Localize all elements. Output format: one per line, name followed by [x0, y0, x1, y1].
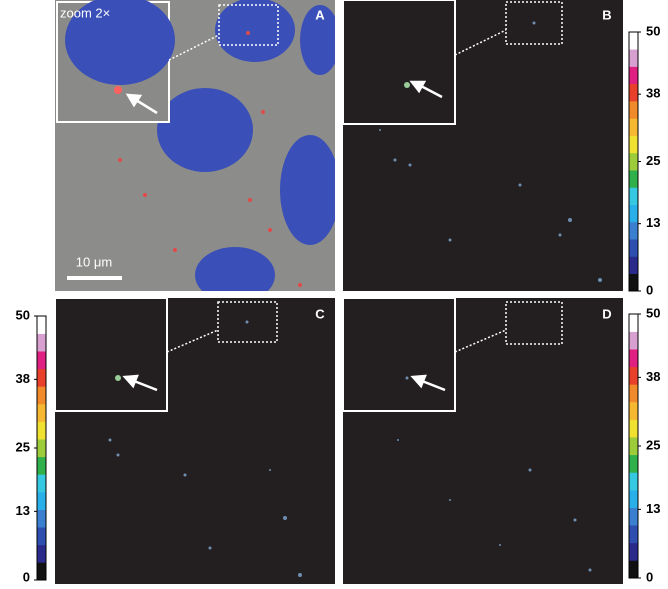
colorbar-segment [629, 205, 638, 223]
colorbar-segment [629, 256, 638, 274]
colorbar-segment [37, 404, 46, 422]
colorbar-tick-label: 0 [23, 569, 30, 584]
colorbar-segment [629, 490, 638, 508]
colorbar-segment [37, 369, 46, 387]
colorbar-segment [629, 49, 638, 67]
colorbar-segment [37, 316, 46, 334]
colorbar-segment [629, 118, 638, 136]
colorbar-tick-label: 13 [646, 215, 660, 230]
colorbar-segment [629, 349, 638, 367]
colorbar-segment [37, 510, 46, 528]
colorbar-segment [629, 402, 638, 420]
colorbar-segment [629, 136, 638, 154]
colorbar-segment [37, 562, 46, 580]
colorbar-tick-label: 50 [646, 23, 660, 38]
colorbar-tick-label: 0 [646, 282, 653, 297]
colorbar-segment [37, 334, 46, 352]
colorbar-segment [629, 508, 638, 526]
colorbar-tick-label: 25 [16, 439, 30, 454]
colorbar-segment [629, 543, 638, 561]
colorbar-segment [629, 187, 638, 205]
colorbar-segment [629, 472, 638, 490]
scale-bar-label: 10 μm [76, 254, 112, 269]
colorbar-segment [629, 560, 638, 578]
colorbar-segment [37, 386, 46, 404]
colorbar-segment [37, 351, 46, 369]
colorbar-segment [629, 367, 638, 385]
colorbar-segment [629, 384, 638, 402]
panel-label: A [315, 7, 325, 22]
colorbar-tick-label: 0 [646, 569, 653, 584]
colorbar-segment [37, 545, 46, 563]
colorbar-segment [37, 474, 46, 492]
colorbar-segment [629, 420, 638, 438]
colorbar-tick-label: 25 [646, 437, 660, 452]
colorbar-tick-label: 13 [16, 503, 30, 518]
colorbar-tick-label: 50 [646, 305, 660, 320]
colorbar-tick-label: 50 [16, 307, 30, 322]
colorbar-segment [629, 525, 638, 543]
colorbar-segment [629, 67, 638, 85]
colorbar-segment [37, 457, 46, 475]
colorbar-segment [37, 527, 46, 545]
colorbar-segment [629, 222, 638, 240]
colorbar-segment [37, 492, 46, 510]
panel-label: B [602, 7, 611, 22]
colorbar-tick-label: 38 [646, 369, 660, 384]
colorbar-segment [629, 84, 638, 102]
colorbar-segment [629, 239, 638, 257]
figure: 10 μm zoom 2× A B C D 0 13 25 38 50 0 13 25 38 50… [0, 0, 668, 584]
colorbar-segment [629, 170, 638, 188]
colorbar-segment [629, 437, 638, 455]
panel-label: C [315, 306, 325, 321]
colorbar-segment [629, 153, 638, 171]
colorbar-segment [629, 274, 638, 292]
panel-label: D [602, 306, 611, 321]
colorbar-tick-label: 13 [646, 501, 660, 516]
colorbar-segment [629, 332, 638, 350]
colorbar-tick-label: 38 [646, 86, 660, 101]
colorbar-segment [37, 439, 46, 457]
colorbar-tick-label: 38 [16, 371, 30, 386]
inset-label: zoom 2× [60, 5, 110, 20]
colorbar-segment [629, 314, 638, 332]
colorbar-tick-label: 25 [646, 153, 660, 168]
colorbar-segment [629, 32, 638, 50]
colorbar-segment [37, 422, 46, 440]
colorbar-segment [629, 101, 638, 119]
colorbar-segment [629, 455, 638, 473]
